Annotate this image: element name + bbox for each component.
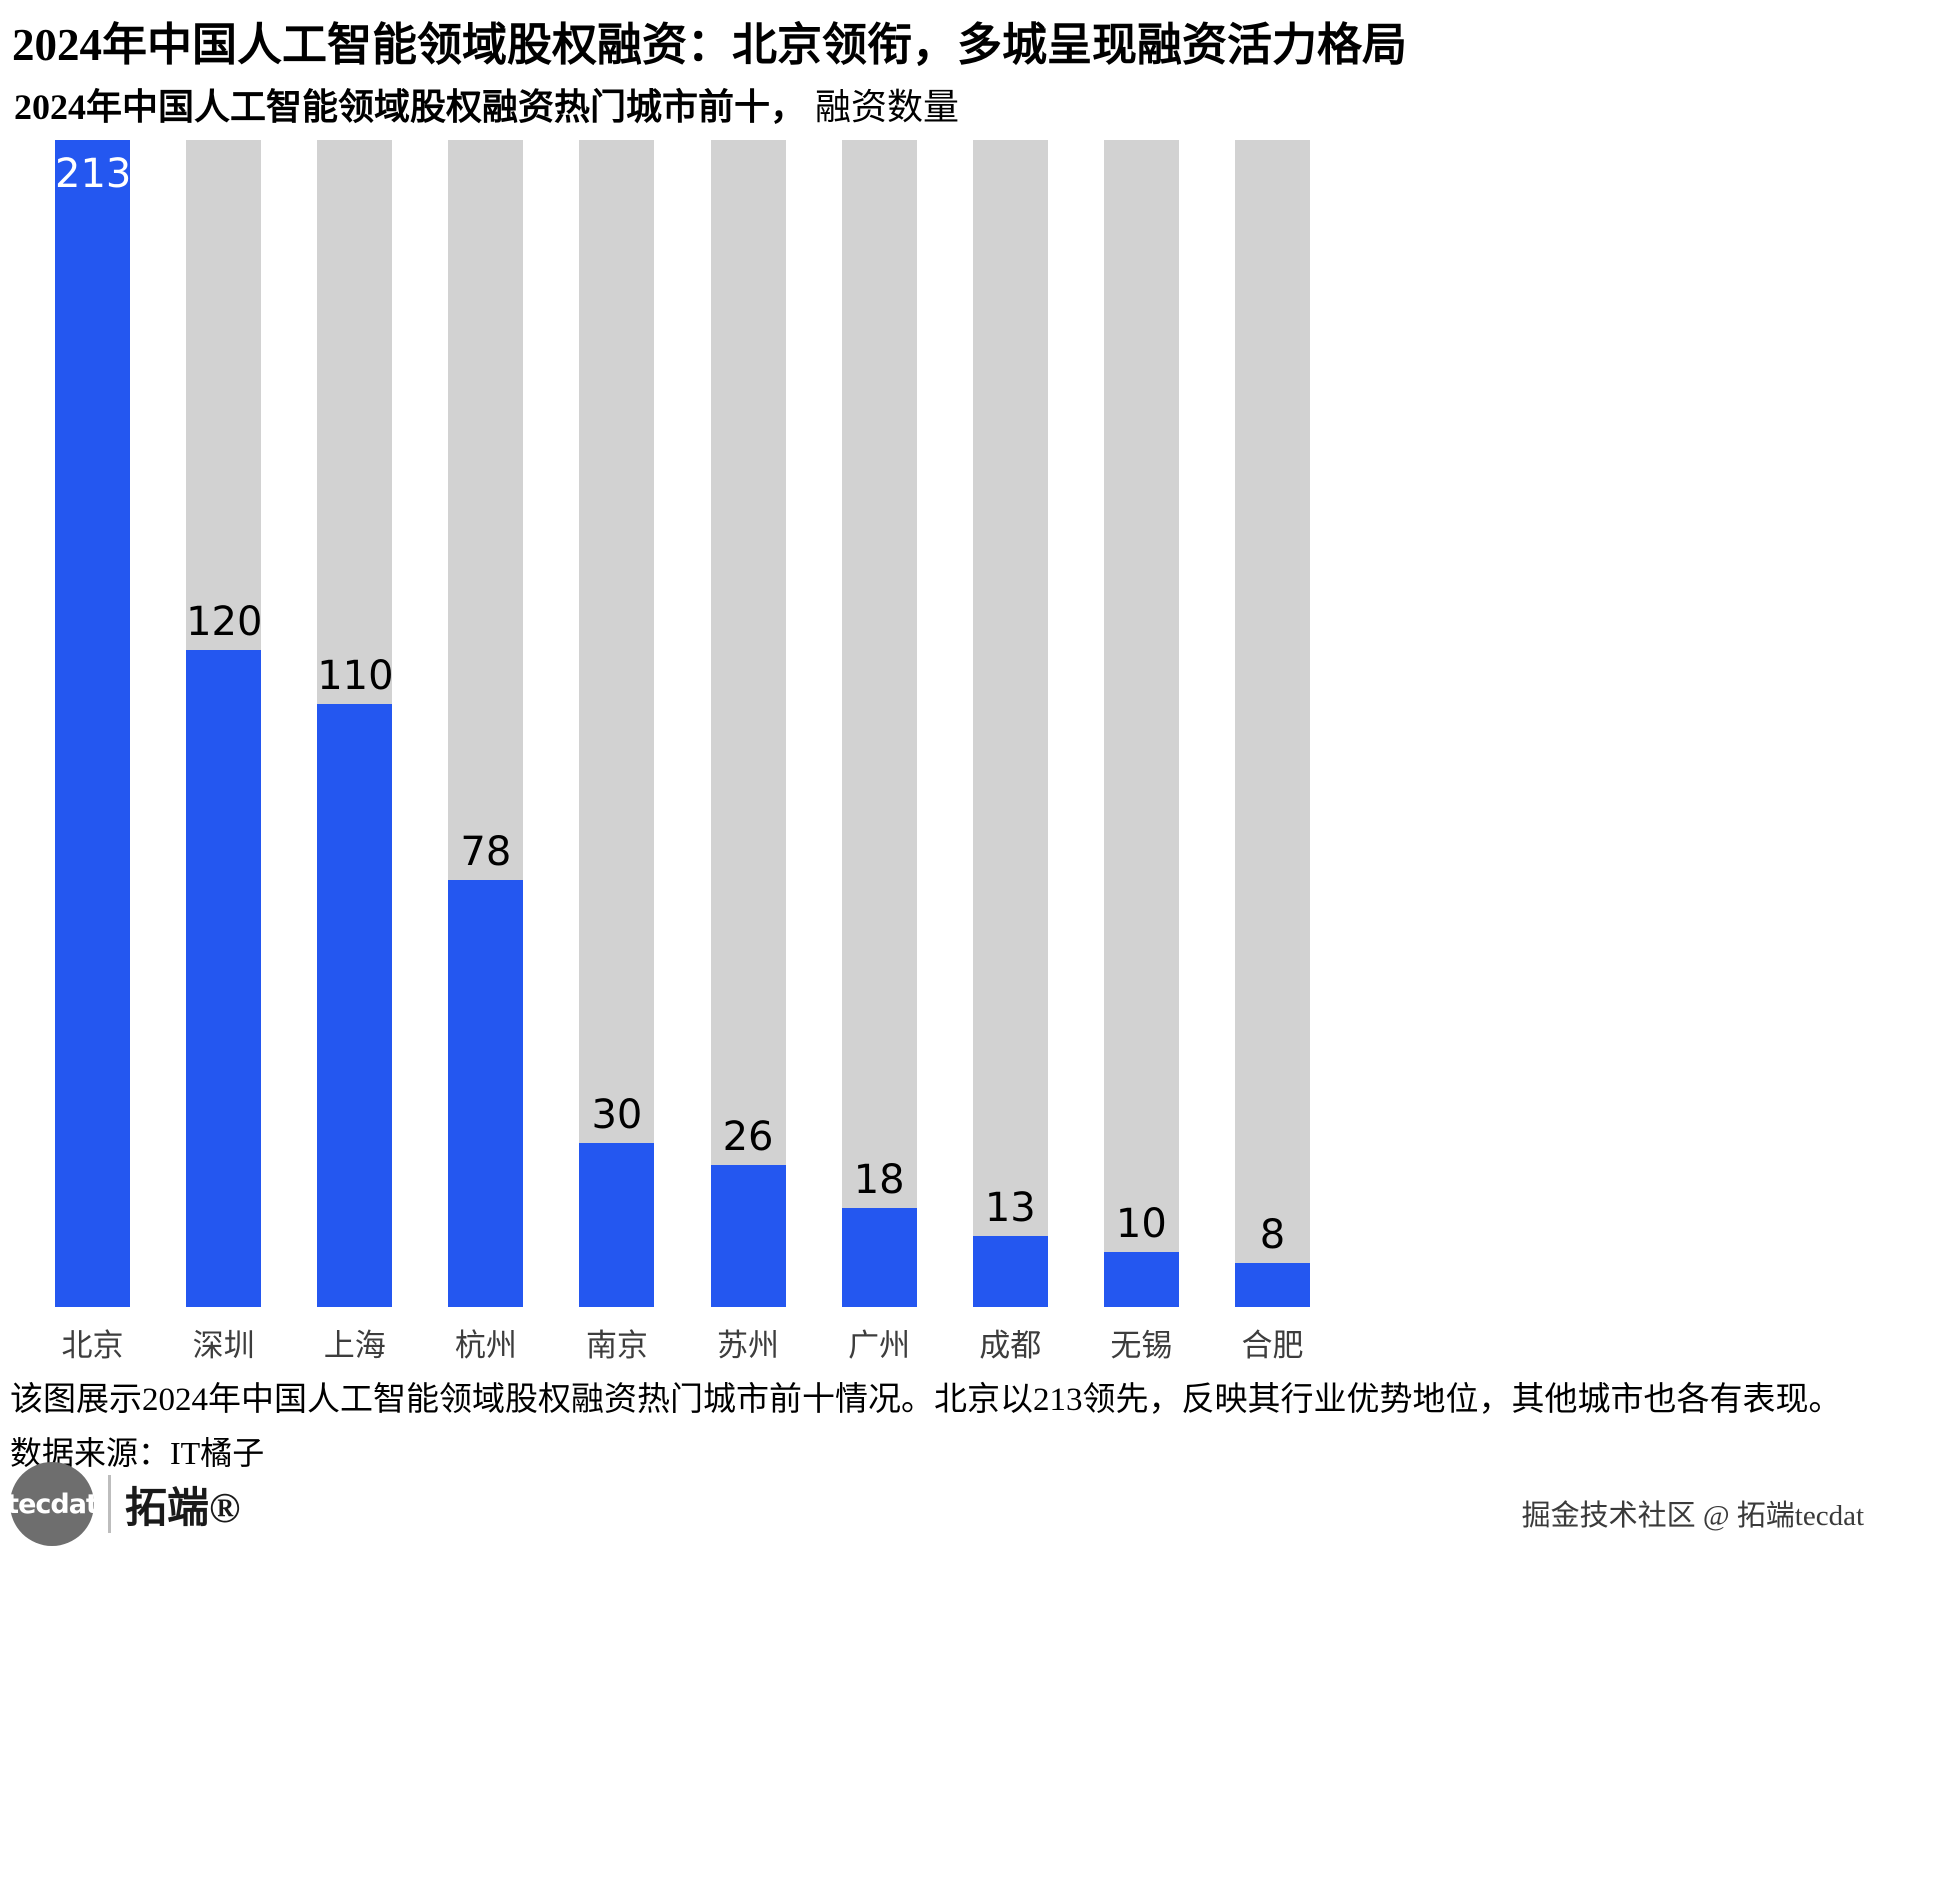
x-axis-label: 北京 xyxy=(61,1328,124,1363)
bar xyxy=(1103,1252,1179,1307)
bar-value-label: 26 xyxy=(722,1113,774,1160)
x-axis-label: 成都 xyxy=(979,1328,1042,1363)
x-axis-label: 上海 xyxy=(323,1328,386,1363)
bar xyxy=(448,879,524,1307)
bar-track: 110 xyxy=(317,140,394,1307)
bar xyxy=(186,649,262,1307)
bar-track: 18 xyxy=(841,140,917,1307)
bar-value-label: 18 xyxy=(853,1157,905,1204)
x-axis-label: 合肥 xyxy=(1241,1328,1304,1363)
bar-track: 13 xyxy=(972,140,1048,1307)
bar-track: 120 xyxy=(186,140,263,1307)
subtitle-secondary: 融资数量 xyxy=(815,87,960,127)
bar-track: 78 xyxy=(448,140,524,1307)
x-axis-label: 南京 xyxy=(585,1328,648,1363)
x-axis-label: 无锡 xyxy=(1110,1328,1173,1363)
bar-value-label: 78 xyxy=(460,828,512,875)
brand-logo: tecdat 拓端® xyxy=(6,1462,241,1546)
logo-divider xyxy=(108,1475,111,1533)
x-axis-label: 杭州 xyxy=(454,1328,517,1363)
page-title: 2024年中国人工智能领域股权融资：北京领衔，多城呈现融资活力格局 xyxy=(12,20,1408,70)
subtitle-main: 2024年中国人工智能领域股权融资热门城市前十， xyxy=(14,87,807,127)
bar-value-label: 110 xyxy=(317,653,394,700)
bar xyxy=(55,140,130,1307)
bar-track: 8 xyxy=(1234,140,1310,1307)
bar xyxy=(710,1164,786,1307)
bar-track: 30 xyxy=(579,140,655,1307)
bar xyxy=(841,1208,917,1307)
x-axis-label: 广州 xyxy=(848,1328,911,1363)
bar-value-label: 30 xyxy=(591,1091,643,1138)
chart-subtitle: 2024年中国人工智能领域股权融资热门城市前十， 融资数量 xyxy=(14,78,959,130)
x-axis-label: 苏州 xyxy=(717,1328,780,1363)
bar-value-label: 8 xyxy=(1259,1212,1286,1259)
x-axis-label: 深圳 xyxy=(192,1328,255,1363)
bar-value-label: 13 xyxy=(984,1184,1036,1231)
bar-track: 26 xyxy=(710,140,786,1307)
bar-track: 213 xyxy=(55,140,132,1307)
bar xyxy=(1234,1263,1310,1307)
bar-value-label: 213 xyxy=(55,151,132,197)
bar-value-label: 120 xyxy=(186,598,263,645)
chart-note: 该图展示2024年中国人工智能领域股权融资热门城市前十情况。北京以213领先，反… xyxy=(10,1382,1842,1418)
brand-name: 拓端® xyxy=(125,1485,241,1532)
community-credit: 掘金技术社区 @ 拓端tecdat xyxy=(1521,1500,1864,1532)
x-axis: 北京 深圳 上海 杭州 南京 苏州 广州 成都 无锡 合肥 xyxy=(55,1320,1310,1365)
tecdat-logo-icon: tecdat xyxy=(6,1462,99,1546)
bar-track: 10 xyxy=(1103,140,1179,1307)
bar xyxy=(972,1235,1048,1307)
bar-value-label: 10 xyxy=(1115,1201,1167,1248)
bar-chart: 213 120 110 78 30 26 18 13 10 8 xyxy=(55,140,1310,1307)
bar xyxy=(317,704,393,1307)
bar xyxy=(579,1142,655,1307)
